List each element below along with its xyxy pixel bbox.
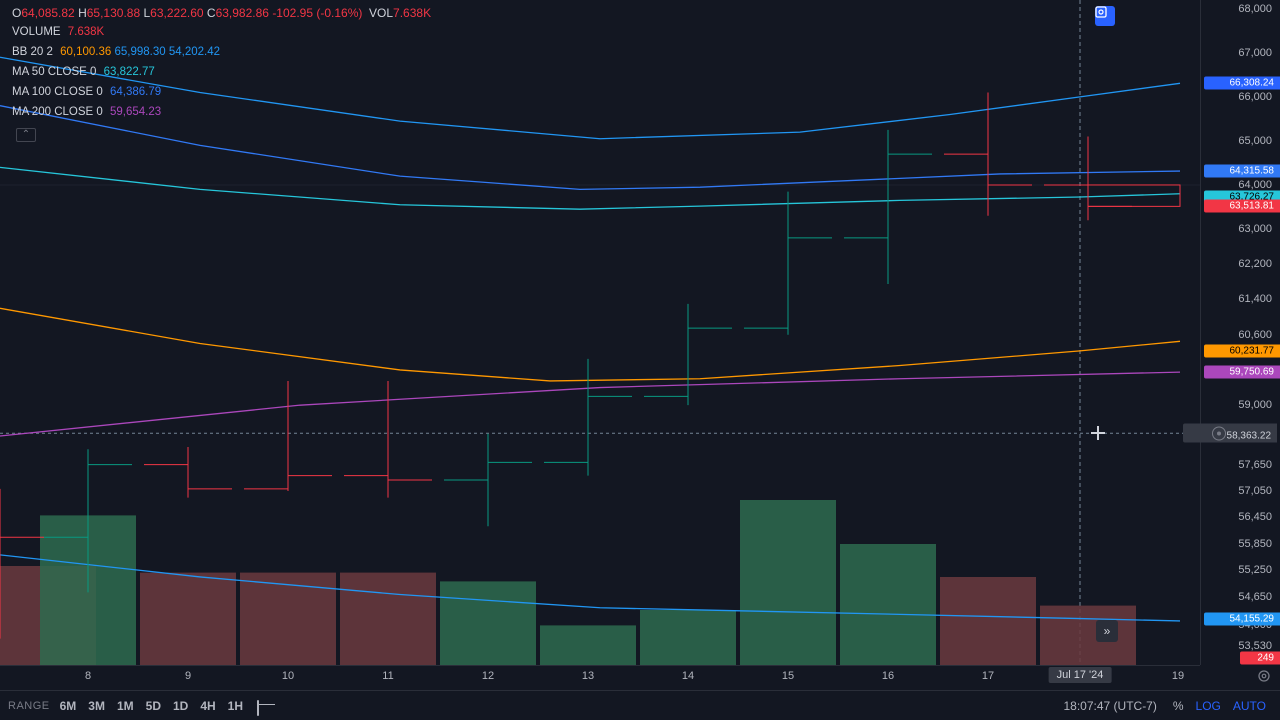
y-tick: 54,650 [1238,591,1272,603]
collapse-indicators-button[interactable]: ⌃ [16,128,36,142]
price-axis[interactable]: 68,000 67,000 66,000 65,000 64,000 63,000 62,2… [1200,0,1280,665]
volume-bar [640,610,736,665]
y-tick: 53,530 [1238,640,1272,652]
y-tick: 63,000 [1238,223,1272,235]
y-tick: 68,000 [1238,3,1272,15]
volume-bar [940,577,1036,665]
price-flag: 58,363.22 [1183,424,1277,443]
range-button-6m[interactable]: 6M [54,695,83,717]
y-tick: 64,000 [1238,179,1272,191]
x-tick: 8 [85,670,91,682]
x-tick: 16 [882,670,894,682]
y-tick: 59,000 [1238,399,1272,411]
x-tick: 11 [382,670,393,682]
indicator-volume[interactable]: VOLUME 7.638K [12,26,104,38]
snapshot-button[interactable] [1095,6,1115,26]
range-button-4h[interactable]: 4H [194,695,221,717]
y-tick: 55,250 [1238,564,1272,576]
x-tick: 13 [582,670,594,682]
time-axis[interactable]: 8 9 10 11 12 13 14 15 16 17 19 Jul 17 '24 [0,665,1200,687]
x-tick: 10 [282,670,294,682]
y-tick: 60,600 [1238,329,1272,341]
indicator-ma50[interactable]: MA 50 CLOSE 0 63,822.77 [12,66,155,78]
goto-date-button[interactable] [257,700,259,716]
x-tick: 17 [982,670,994,682]
clock[interactable]: 18:07:47 (UTC-7) [1063,699,1166,713]
y-tick: 67,000 [1238,47,1272,59]
y-tick: 62,200 [1238,258,1272,270]
y-tick: 56,450 [1238,511,1272,523]
y-tick: 57,650 [1238,459,1272,471]
price-flag: 63,513.81 [1204,200,1280,213]
indicator-ma200[interactable]: MA 200 CLOSE 0 59,654.23 [12,106,161,118]
range-button-1m[interactable]: 1M [111,695,140,717]
chart-area[interactable]: O64,085.82 H65,130.88 L63,222.60 C63,982… [0,0,1200,665]
volume-bar [740,500,836,665]
volume-bar [440,581,536,665]
y-tick: 66,000 [1238,91,1272,103]
range-button-5d[interactable]: 5D [140,695,167,717]
indicator-ma100[interactable]: MA 100 CLOSE 0 64,386.79 [12,86,161,98]
scroll-to-latest-button[interactable]: » [1096,620,1118,642]
volume-bar [840,544,936,665]
bottom-toolbar: RANGE 6M3M1M5D1D4H1H 18:07:47 (UTC-7) % … [0,690,1280,720]
x-tick: 19 [1172,670,1184,682]
price-flag: 60,231.77 [1204,344,1280,357]
volume-bar [1040,606,1136,665]
volume-bar [240,573,336,665]
range-button-1d[interactable]: 1D [167,695,194,717]
log-scale-button[interactable]: LOG [1190,699,1227,713]
y-tick: 61,400 [1238,293,1272,305]
x-tick: 14 [682,670,694,682]
range-button-3m[interactable]: 3M [82,695,111,717]
y-tick: 57,050 [1238,485,1272,497]
price-flag: 64,315.58 [1204,165,1280,178]
y-tick: 65,000 [1238,135,1272,147]
x-tick: 12 [482,670,494,682]
time-axis-flag: Jul 17 '24 [1049,667,1112,683]
percent-scale-button[interactable]: % [1167,699,1190,713]
price-flag: 59,750.69 [1204,366,1280,379]
price-flag: 54,155.29 [1204,612,1280,625]
x-tick: 9 [185,670,191,682]
price-flag: 249 [1240,652,1280,665]
range-label: RANGE [8,700,54,712]
volume-bar [340,573,436,665]
price-flag: 66,308.24 [1204,77,1280,90]
x-tick: 15 [782,670,794,682]
y-tick: 55,850 [1238,538,1272,550]
axis-settings-button[interactable] [1256,668,1274,686]
volume-bar [540,625,636,665]
range-button-1h[interactable]: 1H [222,695,249,717]
ohlc-readout: O64,085.82 H65,130.88 L63,222.60 C63,982… [12,6,431,20]
auto-scale-button[interactable]: AUTO [1227,699,1272,713]
indicator-bb[interactable]: BB 20 2 60,100.36 65,998.30 54,202.42 [12,46,220,58]
volume-bar [140,573,236,665]
